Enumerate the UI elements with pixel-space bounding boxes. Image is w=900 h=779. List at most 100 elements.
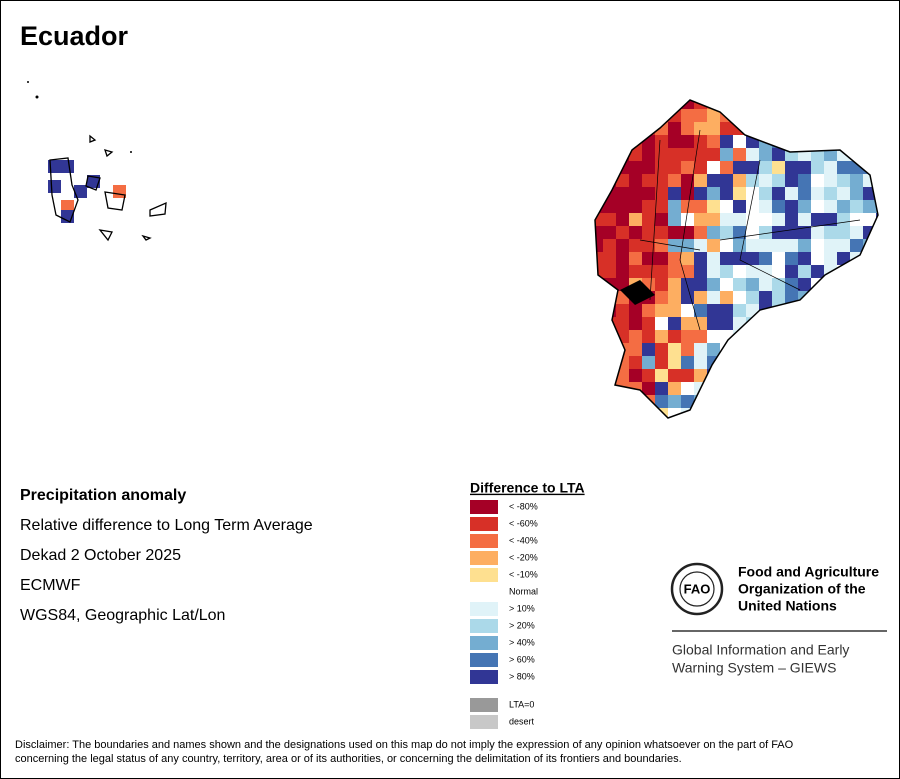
grid-cell bbox=[720, 174, 733, 187]
grid-cell bbox=[733, 252, 746, 265]
grid-cell bbox=[694, 174, 707, 187]
svg-text:FAO: FAO bbox=[684, 581, 711, 596]
grid-cell bbox=[798, 226, 811, 239]
grid-cell bbox=[668, 291, 681, 304]
grid-cell bbox=[655, 174, 668, 187]
grid-cell bbox=[681, 317, 694, 330]
grid-cell bbox=[720, 122, 733, 135]
legend-swatch bbox=[470, 715, 498, 729]
grid-cell bbox=[707, 187, 720, 200]
grid-cell bbox=[746, 239, 759, 252]
grid-cell bbox=[603, 226, 616, 239]
legend-label: < -60% bbox=[509, 518, 538, 528]
grid-cell bbox=[629, 252, 642, 265]
grid-cell bbox=[720, 291, 733, 304]
grid-cell bbox=[798, 161, 811, 174]
grid-cell bbox=[629, 200, 642, 213]
legend-swatch bbox=[470, 602, 498, 616]
grid-cell bbox=[733, 161, 746, 174]
grid-cell bbox=[655, 265, 668, 278]
province-boundaries bbox=[639, 129, 861, 331]
grid-cell bbox=[785, 239, 798, 252]
grid-cell bbox=[681, 200, 694, 213]
grid-cell bbox=[595, 265, 603, 278]
grid-cell bbox=[720, 213, 733, 226]
grid-cell bbox=[642, 174, 655, 187]
grid-cell bbox=[733, 278, 746, 291]
grid-cell bbox=[655, 382, 668, 395]
grid-cell bbox=[668, 213, 681, 226]
grid-cell bbox=[837, 161, 850, 174]
grid-cell bbox=[811, 226, 824, 239]
grid-cell bbox=[785, 161, 798, 174]
grid-cell bbox=[798, 187, 811, 200]
grid-cell bbox=[707, 265, 720, 278]
grid-cell bbox=[668, 278, 681, 291]
grid-cell bbox=[720, 265, 733, 278]
legend-swatch bbox=[470, 500, 498, 514]
grid-cell bbox=[642, 356, 655, 369]
grid-cell bbox=[733, 213, 746, 226]
grid-cell bbox=[642, 187, 655, 200]
grid-cell bbox=[759, 265, 772, 278]
grid-cell bbox=[655, 304, 668, 317]
grid-cell bbox=[655, 187, 668, 200]
galapagos bbox=[27, 81, 167, 242]
legend-swatch bbox=[470, 568, 498, 582]
grid-cell bbox=[668, 382, 681, 395]
grid-cell bbox=[603, 252, 616, 265]
grid-cell bbox=[681, 100, 694, 109]
grid-cell bbox=[694, 330, 707, 343]
grid-cell bbox=[824, 174, 837, 187]
grid-cell bbox=[694, 187, 707, 200]
grid-cell bbox=[655, 252, 668, 265]
legend-swatch bbox=[470, 551, 498, 565]
grid-cell bbox=[595, 252, 603, 265]
grid-cell bbox=[798, 174, 811, 187]
grid-cell bbox=[785, 278, 798, 291]
grid-cell bbox=[733, 200, 746, 213]
grid-cell bbox=[668, 330, 681, 343]
grid-cell bbox=[824, 187, 837, 200]
grid-cell bbox=[707, 135, 720, 148]
grid-cell bbox=[850, 226, 863, 239]
grid-cell bbox=[733, 304, 746, 317]
grid-cell bbox=[694, 304, 707, 317]
grid-cell bbox=[707, 317, 720, 330]
grid-cell bbox=[785, 200, 798, 213]
legend-label: > 80% bbox=[509, 671, 535, 681]
grid-cell bbox=[655, 161, 668, 174]
grid-cell bbox=[668, 200, 681, 213]
grid-cell bbox=[811, 265, 824, 278]
grid-cell bbox=[629, 343, 642, 356]
grid-cell bbox=[655, 135, 668, 148]
grid-cell bbox=[837, 213, 850, 226]
grid-cell bbox=[629, 317, 642, 330]
grid-cell bbox=[850, 174, 863, 187]
grid-cell bbox=[694, 369, 707, 382]
gulf bbox=[620, 280, 655, 305]
info-line: Relative difference to Long Term Average bbox=[20, 517, 313, 534]
grid-cell bbox=[824, 213, 837, 226]
grid-cell bbox=[668, 304, 681, 317]
grid-cell bbox=[798, 278, 811, 291]
grid-cell bbox=[681, 135, 694, 148]
legend-swatch bbox=[470, 517, 498, 531]
legend-label: > 60% bbox=[509, 654, 535, 664]
grid-cell bbox=[694, 278, 707, 291]
grid-cell bbox=[863, 200, 876, 213]
grid-cell bbox=[629, 304, 642, 317]
grid-cell bbox=[772, 174, 785, 187]
grid-cell bbox=[772, 148, 785, 161]
grid-cell bbox=[616, 174, 629, 187]
grid-cell bbox=[668, 252, 681, 265]
grid-cell bbox=[668, 343, 681, 356]
grid-cell bbox=[668, 174, 681, 187]
grid-cell bbox=[720, 317, 733, 330]
grid-cell bbox=[668, 369, 681, 382]
grid-cell bbox=[694, 226, 707, 239]
grid-cell bbox=[707, 291, 720, 304]
grid-cell bbox=[746, 291, 759, 304]
grid-cell bbox=[642, 148, 655, 161]
legend-swatch bbox=[470, 636, 498, 650]
